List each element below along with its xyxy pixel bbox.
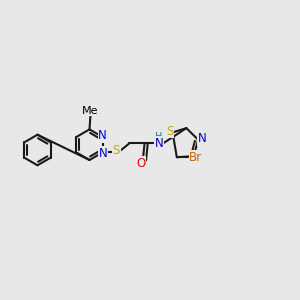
- Text: N: N: [99, 147, 107, 160]
- Text: O: O: [136, 157, 146, 170]
- Text: N: N: [197, 132, 206, 145]
- Text: H: H: [155, 133, 163, 142]
- Text: Br: Br: [189, 151, 203, 164]
- Text: N: N: [98, 130, 107, 142]
- Text: S: S: [112, 144, 120, 157]
- Text: S: S: [166, 125, 174, 138]
- Text: Me: Me: [82, 106, 99, 116]
- Text: N: N: [154, 137, 163, 150]
